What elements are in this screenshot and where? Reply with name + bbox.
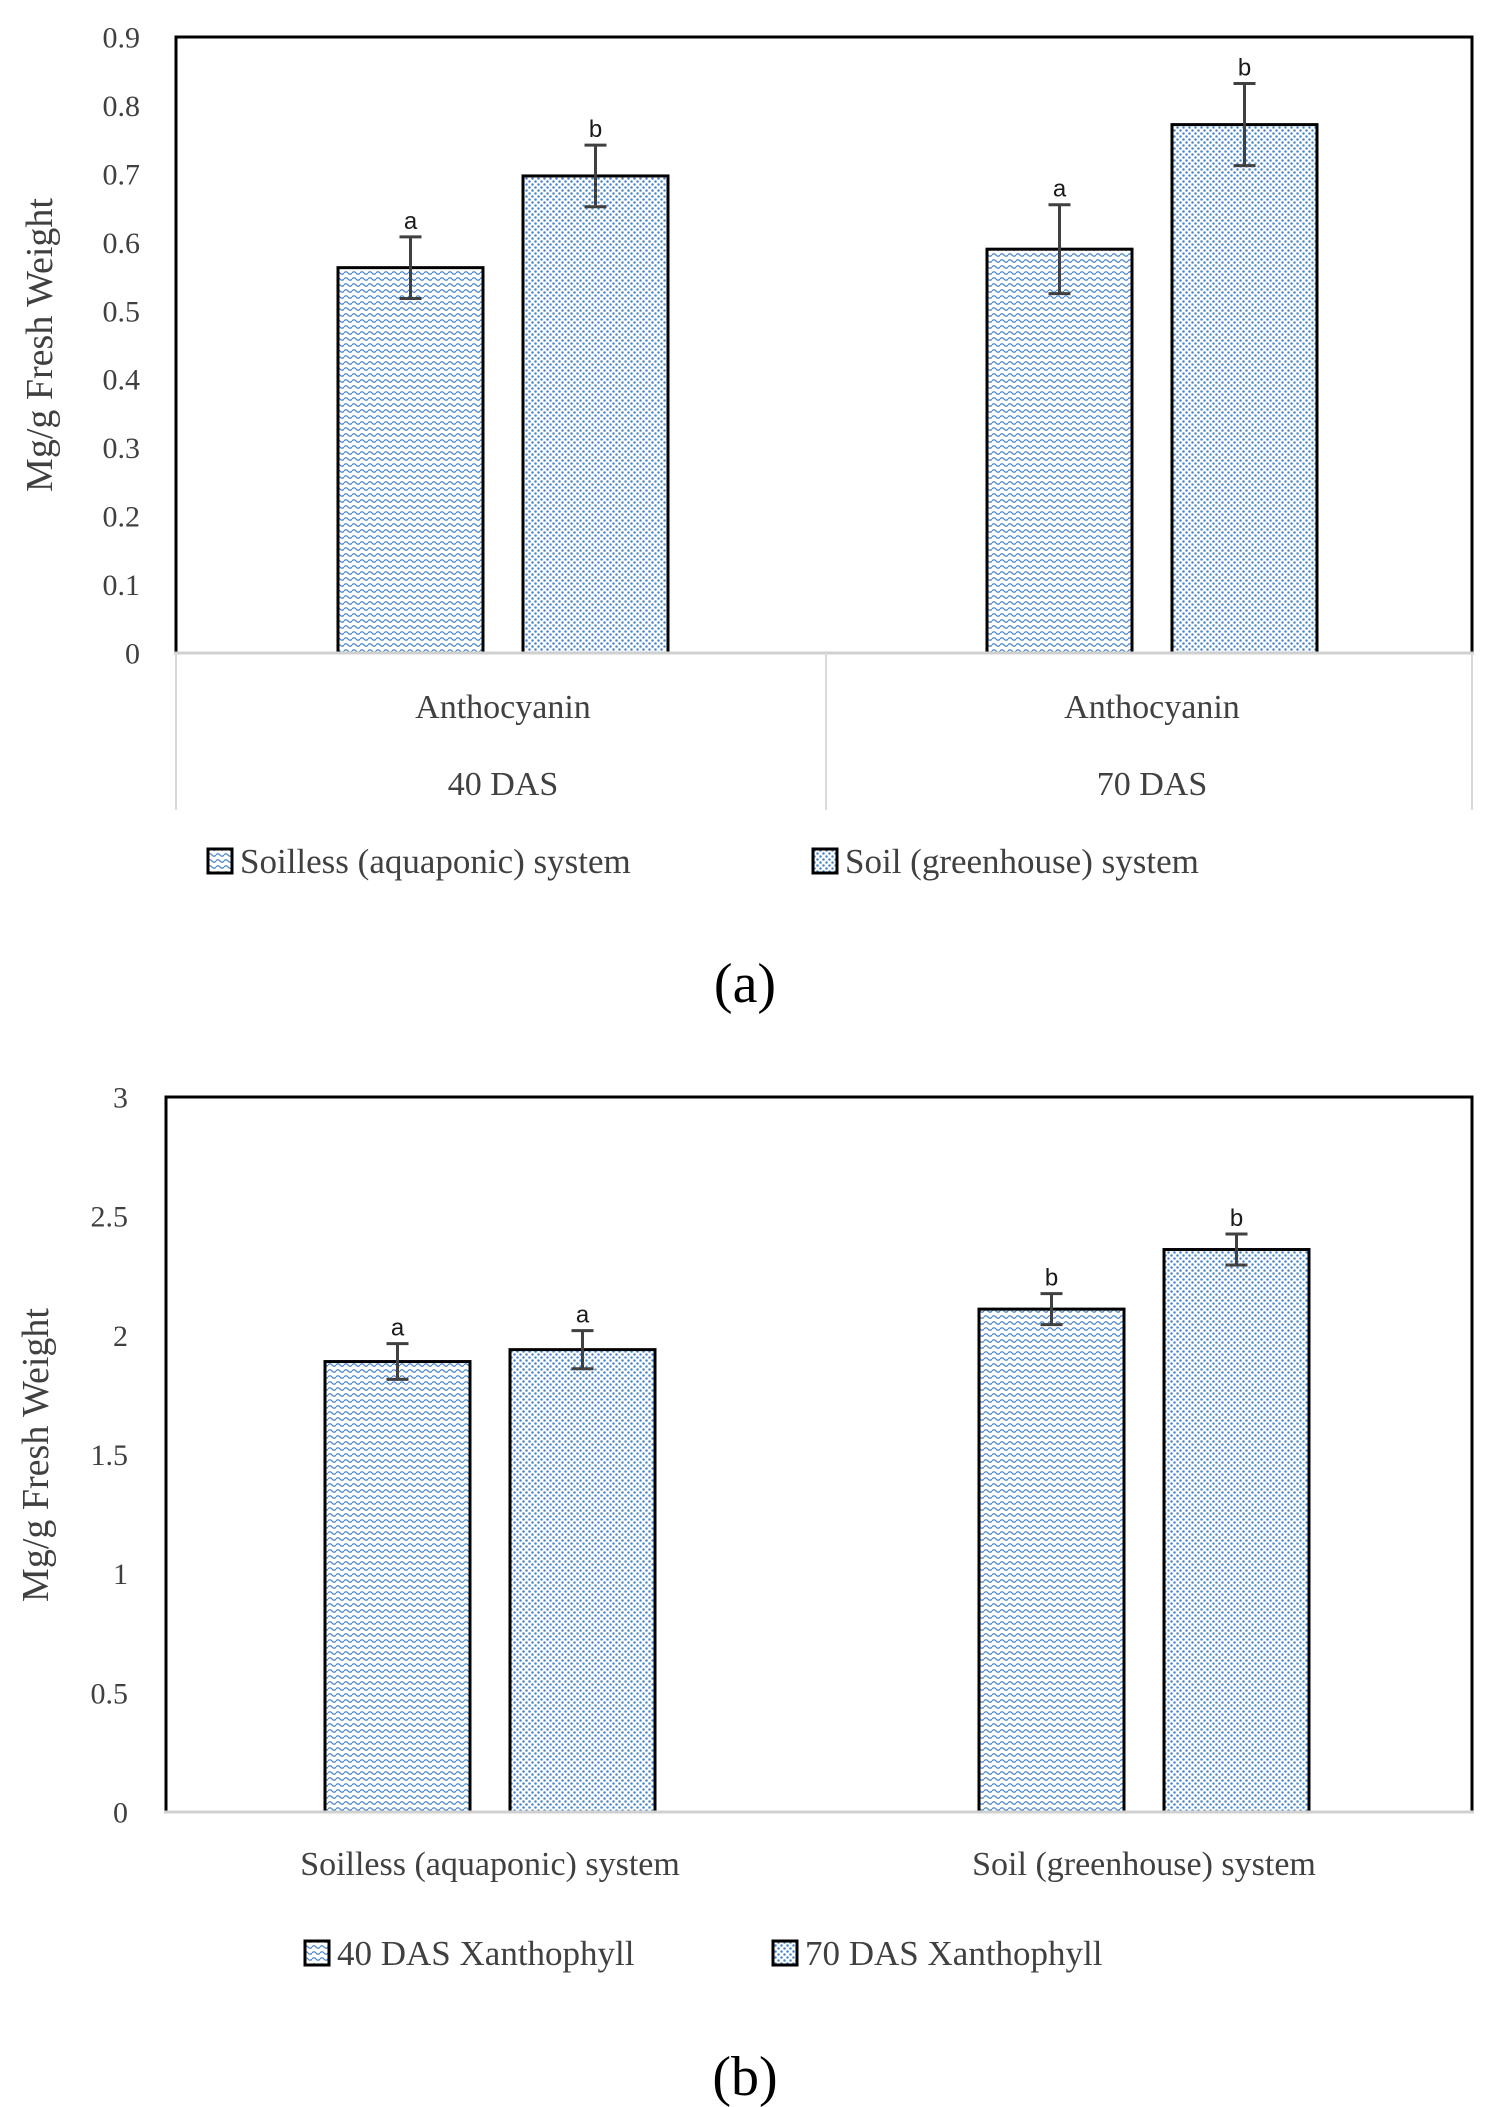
y-tick-label: 2 [113,1320,128,1353]
legend-swatch [771,1939,799,1967]
legend-item: 70 DAS Xanthophyll [771,1934,1103,1973]
y-tick-label: 0.5 [103,295,141,328]
y-tick-label: 3 [113,1082,128,1115]
y-tick-label: 0 [113,1797,128,1830]
chart-a: 0 0.1 0.2 0.3 0.4 0.5 0.6 0.7 0.8 0.9 Mg/g Fresh W… [19,22,1474,1015]
significance-letter: a [404,208,418,235]
significance-letter: b [589,116,602,143]
x-category-label: Anthocyanin [1064,689,1240,726]
y-tick-label: 0.8 [103,90,141,123]
error-bar [1233,82,1256,168]
bar [508,1348,657,1814]
legend-item: 40 DAS Xanthophyll [303,1934,635,1973]
significance-letter: b [1230,1205,1243,1232]
bar [1162,1248,1311,1814]
bar [336,266,485,655]
error-bar [399,235,422,300]
legend-item: Soil (greenhouse) system [811,842,1199,881]
error-bar [584,143,607,209]
bar [977,1307,1126,1814]
y-axis-title: Mg/g Fresh Weight [19,198,61,492]
bar [521,174,670,655]
legend-swatch [811,847,839,875]
bar [985,247,1134,655]
legend-swatch [303,1939,331,1967]
error-bar [1225,1232,1248,1267]
chart-b: 0 0.5 1 1.5 2 2.5 3 Mg/g Fresh Weight a b a b Soille… [15,1082,1474,2107]
significance-letter: a [576,1302,590,1329]
legend-label: Soilless (aquaponic) system [240,842,631,881]
y-tick-label: 2.5 [91,1201,129,1234]
y-tick-label: 1.5 [91,1439,129,1472]
bar [1170,123,1319,655]
y-tick-label: 0.2 [103,501,141,534]
y-tick-label: 0.3 [103,432,141,465]
x-category-label: Soilless (aquaponic) system [300,1846,680,1883]
legend-label: Soil (greenhouse) system [845,842,1199,881]
y-tick-label: 0 [125,638,140,671]
panel-label: (a) [714,953,776,1015]
panel-label: (b) [712,2046,777,2107]
error-bar [386,1342,409,1381]
y-tick-label: 0.1 [103,569,141,602]
y-axis-title: Mg/g Fresh Weight [15,1308,57,1602]
error-bar [571,1329,594,1371]
y-tick-label: 0.9 [103,22,141,55]
x-category-label: Anthocyanin [415,689,591,726]
y-tick-label: 1 [113,1558,128,1591]
y-tick-label: 0.6 [103,227,141,260]
x-category-label: 70 DAS [1097,766,1208,803]
error-bar [1040,1292,1063,1327]
y-tick-label: 0.4 [103,364,141,397]
significance-letter: a [391,1315,405,1342]
significance-letter: b [1045,1265,1058,1292]
bar [323,1360,472,1814]
legend-label: 70 DAS Xanthophyll [805,1934,1103,1973]
x-category-label: 40 DAS [448,766,559,803]
legend-swatch [206,847,234,875]
legend-item: Soilless (aquaponic) system [206,842,631,881]
x-category-label: Soil (greenhouse) system [972,1846,1316,1883]
significance-letter: b [1238,55,1251,82]
error-bar [1048,203,1071,296]
legend-label: 40 DAS Xanthophyll [337,1934,635,1973]
y-tick-label: 0.7 [103,158,141,191]
y-tick-label: 0.5 [91,1677,129,1710]
significance-letter: a [1053,176,1067,203]
